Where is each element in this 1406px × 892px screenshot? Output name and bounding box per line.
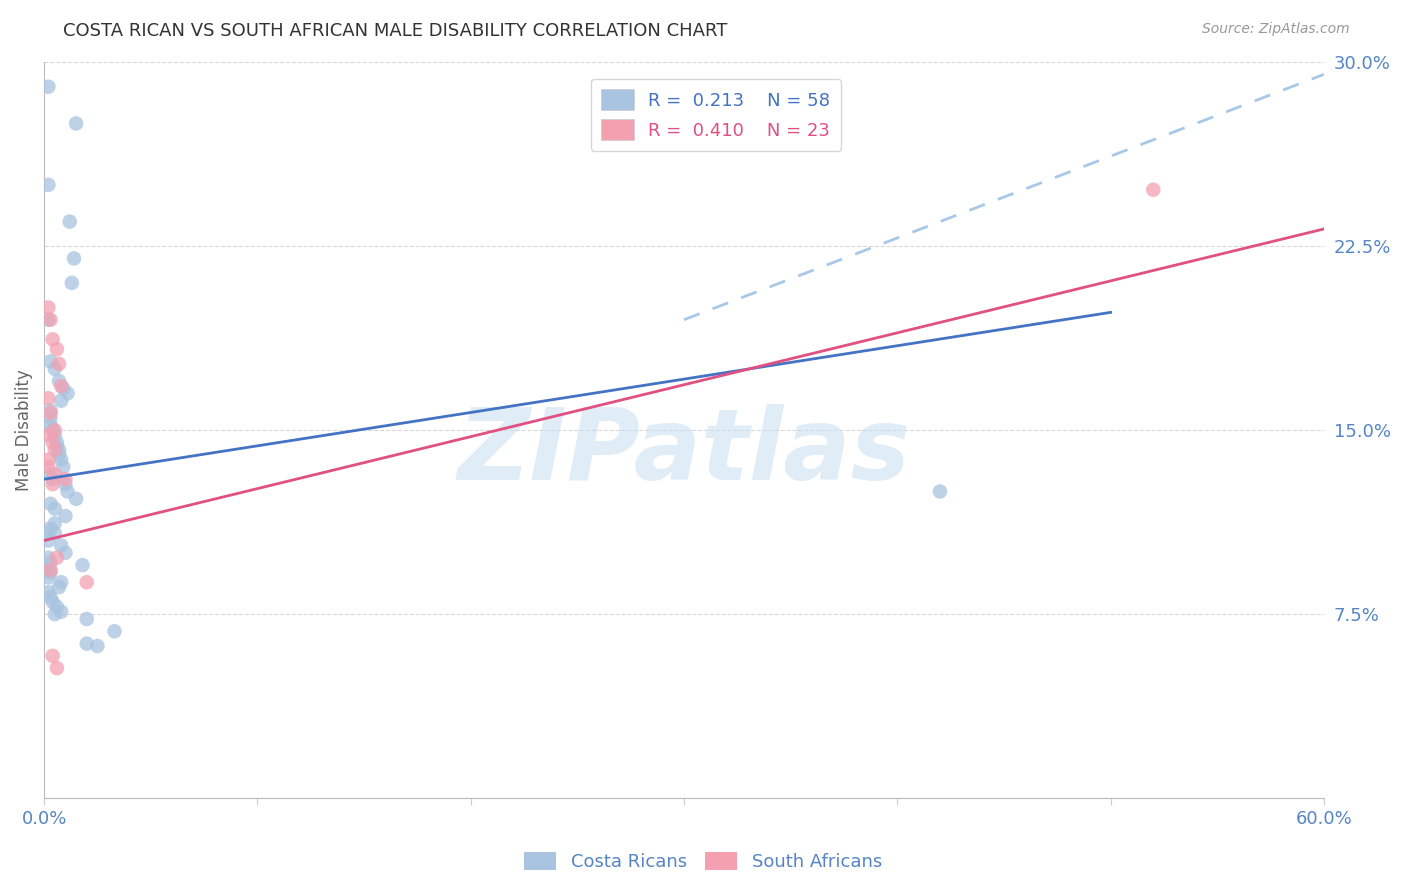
Point [39, 566, 62, 580]
Point [41, 435, 63, 450]
Point [44, 467, 66, 482]
Point [48, 580, 70, 594]
Point [76, 575, 98, 590]
Point [55, 508, 77, 523]
Point [45, 342, 67, 356]
Point [44, 423, 66, 437]
Point [65, 491, 87, 506]
Point [39, 590, 62, 604]
Point [45, 435, 67, 450]
Point [56, 386, 79, 401]
Point [45, 440, 67, 454]
Point [41, 332, 63, 346]
Point [51, 575, 73, 590]
Point [37, 178, 59, 192]
Point [51, 605, 73, 619]
Point [55, 477, 77, 491]
Point [63, 252, 86, 266]
Point [60, 276, 83, 290]
Point [39, 497, 62, 511]
Point [37, 452, 59, 467]
Point [45, 550, 67, 565]
Point [37, 550, 59, 565]
Point [41, 472, 63, 486]
Point [52, 459, 75, 474]
Point [86, 639, 108, 653]
Point [44, 442, 66, 457]
Point [44, 526, 66, 541]
Point [39, 467, 62, 482]
Point [37, 79, 59, 94]
Point [37, 526, 59, 541]
Text: Source: ZipAtlas.com: Source: ZipAtlas.com [1202, 22, 1350, 37]
Point [37, 585, 59, 599]
Point [51, 452, 73, 467]
Point [59, 214, 82, 228]
Point [41, 595, 63, 609]
Point [51, 379, 73, 393]
Point [37, 428, 59, 442]
Point [76, 612, 98, 626]
Point [45, 599, 67, 614]
Point [44, 607, 66, 621]
Point [48, 374, 70, 388]
Point [39, 418, 62, 433]
Point [41, 477, 63, 491]
Point [103, 624, 125, 639]
Point [56, 484, 79, 499]
Y-axis label: Male Disability: Male Disability [15, 369, 32, 491]
Point [48, 448, 70, 462]
Point [37, 563, 59, 577]
Point [55, 546, 77, 560]
Point [39, 521, 62, 535]
Text: ZIPatlas: ZIPatlas [457, 404, 911, 500]
Point [39, 410, 62, 425]
Point [39, 354, 62, 368]
Point [41, 648, 63, 663]
Point [37, 391, 59, 405]
Point [48, 357, 70, 371]
Point [39, 312, 62, 326]
Legend: R =  0.213    N = 58, R =  0.410    N = 23: R = 0.213 N = 58, R = 0.410 N = 23 [591, 78, 841, 151]
Point [51, 538, 73, 552]
Point [44, 361, 66, 376]
Point [48, 442, 70, 457]
Point [37, 533, 59, 548]
Point [929, 484, 952, 499]
Point [44, 428, 66, 442]
Point [37, 570, 59, 584]
Point [39, 403, 62, 417]
Point [41, 423, 63, 437]
Point [1142, 183, 1164, 197]
Point [51, 393, 73, 408]
Point [37, 312, 59, 326]
Point [39, 563, 62, 577]
Point [52, 381, 75, 395]
Point [37, 301, 59, 315]
Point [55, 472, 77, 486]
Point [76, 636, 98, 650]
Point [65, 116, 87, 130]
Point [37, 459, 59, 474]
Point [44, 516, 66, 531]
Point [44, 501, 66, 516]
Point [45, 661, 67, 675]
Point [39, 406, 62, 420]
Legend: Costa Ricans, South Africans: Costa Ricans, South Africans [516, 845, 890, 879]
Point [72, 558, 94, 572]
Point [39, 556, 62, 570]
Text: COSTA RICAN VS SOUTH AFRICAN MALE DISABILITY CORRELATION CHART: COSTA RICAN VS SOUTH AFRICAN MALE DISABI… [63, 22, 728, 40]
